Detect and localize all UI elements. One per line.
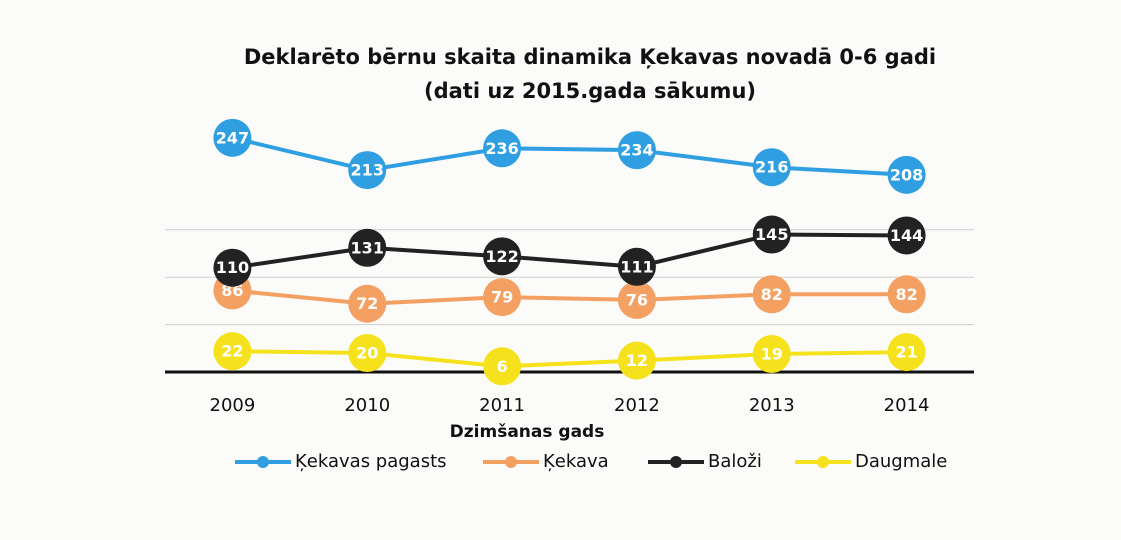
chart-subtitle: (dati uz 2015.gada sākumu): [424, 79, 756, 103]
data-label: 216: [755, 158, 788, 177]
data-label: 12: [626, 351, 648, 370]
data-label: 82: [761, 285, 783, 304]
legend-label: Baloži: [708, 451, 762, 472]
data-point: [617, 280, 656, 319]
legend-marker: [670, 456, 682, 468]
data-label: 19: [761, 344, 783, 363]
data-label: 21: [895, 343, 917, 362]
series-line: [232, 232, 907, 270]
data-label: 208: [890, 165, 923, 184]
data-point: [483, 347, 522, 386]
data-point: [348, 228, 387, 267]
data-point: [213, 248, 252, 287]
data-point: [752, 215, 791, 254]
data-label: 122: [485, 247, 518, 266]
data-point: [752, 148, 791, 187]
data-label: 110: [216, 258, 249, 277]
data-label: 144: [890, 226, 923, 245]
data-point: [617, 247, 656, 286]
data-point: [752, 334, 791, 373]
series-line: [232, 349, 907, 369]
data-label: 236: [485, 139, 518, 158]
data-point: [213, 118, 252, 157]
data-point: [887, 155, 926, 194]
data-label: 145: [755, 225, 788, 244]
data-label: 72: [356, 294, 378, 313]
data-point: [752, 275, 791, 314]
data-point: [483, 237, 522, 276]
x-tick-label: 2013: [749, 395, 795, 416]
data-point: [213, 332, 252, 371]
data-label: 234: [620, 141, 653, 160]
data-label: 213: [351, 161, 384, 180]
x-tick-label: 2010: [344, 395, 390, 416]
legend-label: Ķekava: [543, 451, 609, 472]
data-label: 79: [491, 288, 513, 307]
data-point: [887, 216, 926, 255]
series-line: [232, 288, 907, 306]
data-point: [348, 151, 387, 190]
x-tick-label: 2011: [479, 395, 525, 416]
data-point: [483, 129, 522, 168]
legend-label: Daugmale: [855, 451, 947, 472]
legend-label: Ķekavas pagasts: [295, 451, 447, 472]
data-point: [483, 278, 522, 317]
data-label: 247: [216, 128, 249, 147]
data-label: 76: [626, 290, 648, 309]
data-label: 82: [895, 285, 917, 304]
data-point: [887, 333, 926, 372]
data-label: 6: [497, 357, 508, 376]
legend-marker: [817, 456, 829, 468]
series-line: [231, 135, 907, 177]
legend-marker: [505, 456, 517, 468]
data-point: [348, 284, 387, 323]
data-label: 20: [356, 344, 378, 363]
data-point: [887, 275, 926, 314]
x-tick-label: 2012: [614, 395, 660, 416]
x-tick-label: 2009: [210, 395, 256, 416]
data-label: 131: [351, 238, 384, 257]
legend-marker: [257, 456, 269, 468]
data-point: [617, 341, 656, 380]
data-point: [348, 334, 387, 373]
data-label: 111: [620, 257, 653, 276]
x-axis-label: Dzimšanas gads: [450, 422, 605, 442]
chart-title: Deklarēto bērnu skaita dinamika Ķekavas …: [244, 45, 936, 69]
data-point: [617, 131, 656, 170]
data-label: 22: [221, 342, 243, 361]
x-tick-label: 2014: [884, 395, 930, 416]
